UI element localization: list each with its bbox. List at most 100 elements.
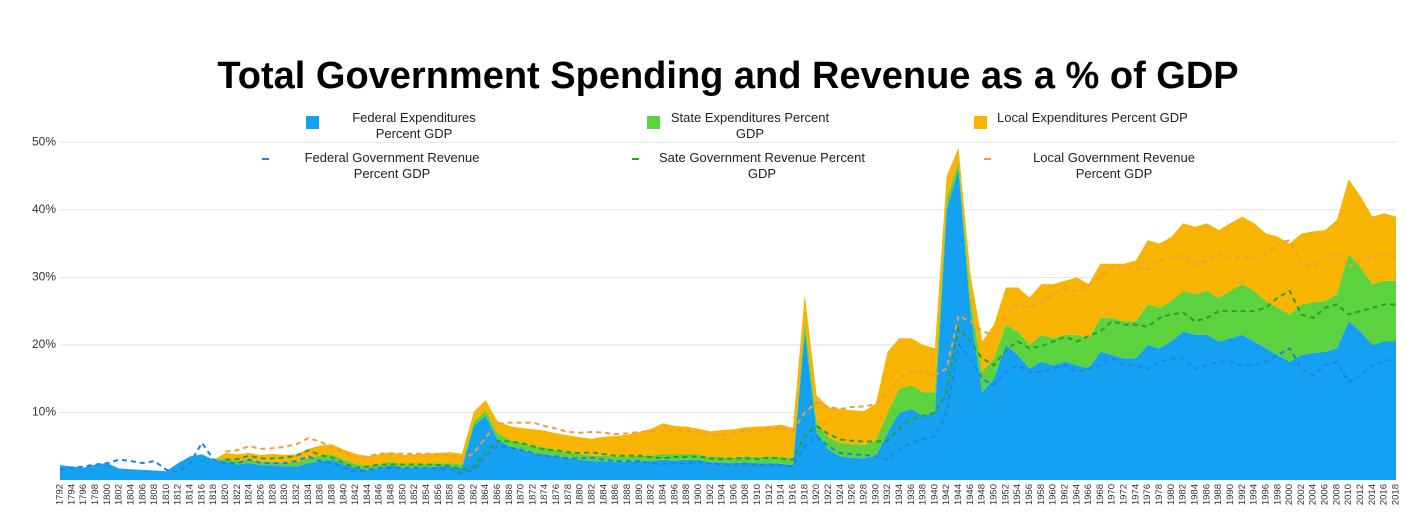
x-tick-label: 1986: [1201, 484, 1212, 505]
line: [225, 289, 1396, 471]
line: [59, 342, 1397, 475]
area: [60, 147, 1396, 472]
legend-label: State Expenditures Percent GDP: [670, 110, 830, 141]
x-tick-label: 1924: [835, 484, 846, 505]
x-tick-label: 1888: [622, 484, 633, 505]
legend-item: Federal Government Revenue Percent GDP: [262, 150, 497, 182]
x-tick-label: 1808: [149, 484, 160, 505]
x-tick-label: 1852: [409, 484, 420, 505]
legend-item: Local Government Revenue Percent GDP: [984, 150, 1219, 182]
x-tick-label: 1826: [256, 484, 267, 505]
y-tick-label: 30%: [32, 270, 56, 284]
x-tick-label: 1998: [1272, 484, 1283, 505]
legend-label: Sate Government Revenue Percent GDP: [659, 150, 865, 181]
x-tick-label: 1892: [646, 484, 657, 505]
legend-swatch: [306, 116, 319, 129]
x-tick-label: 1920: [811, 484, 822, 505]
x-tick-label: 1798: [90, 484, 101, 505]
x-tick-label: 1818: [208, 484, 219, 505]
x-tick-label: 2000: [1284, 484, 1295, 505]
x-tick-label: 1916: [788, 484, 799, 505]
x-tick-label: 2004: [1308, 484, 1319, 505]
legend-swatch: [974, 116, 987, 129]
x-tick-label: 1898: [681, 484, 692, 505]
x-tick-label: 1876: [551, 484, 562, 505]
x-tick-label: 1904: [717, 484, 728, 505]
legend-item: Local Expenditures Percent GDP: [974, 110, 1188, 129]
x-tick-label: 1866: [492, 484, 503, 505]
x-tick-label: 1988: [1213, 484, 1224, 505]
legend-item: Sate Government Revenue Percent GDP: [632, 150, 867, 182]
chart-title: Total Government Spending and Revenue as…: [217, 55, 1238, 97]
y-tick-label: 40%: [32, 202, 56, 216]
x-tick-label: 2006: [1320, 484, 1331, 505]
area: [60, 169, 1396, 481]
legend-swatch: [632, 158, 639, 160]
x-tick-label: 1896: [669, 484, 680, 505]
x-tick-label: 1828: [267, 484, 278, 505]
x-tick-label: 1812: [173, 484, 184, 505]
legend-label: Federal Expenditures Percent GDP: [352, 110, 476, 141]
x-tick-label: 1950: [989, 484, 1000, 505]
x-tick-label: 1822: [232, 484, 243, 505]
x-tick-label: 1802: [114, 484, 125, 505]
x-tick-label: 1928: [859, 484, 870, 505]
x-tick-label: 1830: [279, 484, 290, 505]
x-tick-label: 1844: [362, 484, 373, 505]
x-tick-label: 1992: [1237, 484, 1248, 505]
x-tick-label: 1994: [1249, 484, 1260, 505]
x-tick-label: 1934: [894, 484, 905, 505]
x-tick-label: 1864: [480, 484, 491, 505]
x-tick-label: 1846: [374, 484, 385, 505]
x-tick-label: 1954: [1012, 484, 1023, 505]
x-tick-label: 1878: [563, 484, 574, 505]
legend-item: Federal Expenditures Percent GDP: [306, 110, 499, 142]
x-tick-label: 1862: [468, 484, 479, 505]
x-tick-label: 1980: [1166, 484, 1177, 505]
x-tick-label: 1932: [882, 484, 893, 505]
x-tick-label: 1890: [634, 484, 645, 505]
x-tick-label: 1930: [870, 484, 881, 505]
x-tick-label: 1880: [575, 484, 586, 505]
x-tick-label: 1914: [776, 484, 787, 505]
legend-label: Local Expenditures Percent GDP: [997, 110, 1188, 125]
x-tick-label: 1832: [291, 484, 302, 505]
x-tick-label: 1968: [1095, 484, 1106, 505]
legend-swatch: [984, 158, 991, 160]
x-tick-label: 1940: [929, 484, 940, 505]
x-tick-label: 1840: [338, 484, 349, 505]
x-tick-label: 1870: [516, 484, 527, 505]
x-tick-label: 1816: [196, 484, 207, 505]
x-tick-label: 1874: [539, 484, 550, 505]
x-tick-label: 1814: [185, 484, 196, 505]
x-tick-label: 1872: [527, 484, 538, 505]
legend-label: Local Government Revenue Percent GDP: [1033, 150, 1195, 181]
x-tick-label: 1824: [244, 484, 255, 505]
legend-item: State Expenditures Percent GDP: [647, 110, 830, 142]
x-tick-label: 1882: [587, 484, 598, 505]
legend-swatch: [262, 158, 269, 160]
x-tick-label: 1800: [102, 484, 113, 505]
x-tick-label: 2014: [1367, 484, 1378, 505]
x-tick-label: 1960: [1048, 484, 1059, 505]
x-tick-label: 1900: [693, 484, 704, 505]
x-tick-label: 1966: [1083, 484, 1094, 505]
x-tick-label: 1850: [397, 484, 408, 505]
x-tick-label: 2012: [1355, 484, 1366, 505]
x-tick-label: 1804: [125, 484, 136, 505]
x-tick-label: 1868: [504, 484, 515, 505]
x-tick-label: 1912: [764, 484, 775, 505]
x-tick-label: 1982: [1178, 484, 1189, 505]
x-tick-label: 1926: [847, 484, 858, 505]
x-tick-label: 1976: [1142, 484, 1153, 505]
x-tick-label: 1918: [799, 484, 810, 505]
x-tick-label: 1796: [78, 484, 89, 505]
x-tick-label: 1854: [421, 484, 432, 505]
x-tick-label: 1972: [1119, 484, 1130, 505]
x-tick-label: 1794: [66, 484, 77, 505]
x-tick-label: 1990: [1225, 484, 1236, 505]
x-tick-label: 1810: [161, 484, 172, 505]
x-tick-label: 1908: [740, 484, 751, 505]
